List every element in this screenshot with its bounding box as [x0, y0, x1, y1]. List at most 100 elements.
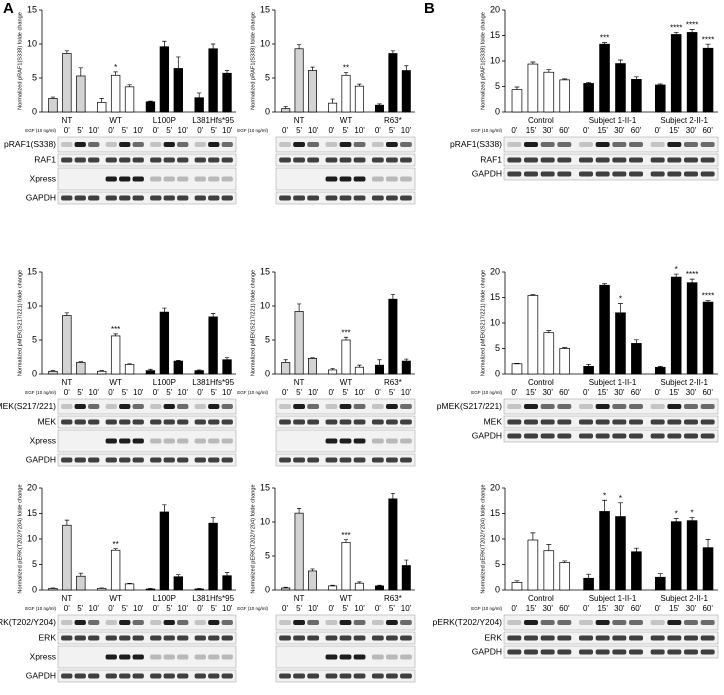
blot-band: [371, 620, 384, 625]
error-bar: [310, 66, 315, 71]
bar: [559, 348, 571, 375]
blot-band: [221, 419, 233, 425]
bar: [686, 520, 698, 591]
blot-band: [74, 157, 86, 163]
blot-band: [74, 404, 86, 409]
blot-band: [194, 654, 206, 660]
blot-band: [177, 142, 189, 147]
error-bar: [633, 547, 639, 552]
blot-band: [386, 419, 398, 425]
time-label: 15': [597, 604, 608, 613]
blot-band: [132, 654, 144, 660]
error-bar: [78, 361, 83, 363]
blot-frame: [57, 669, 237, 683]
blot-band: [612, 649, 627, 655]
blot-band: [150, 673, 162, 679]
blot-frame: [503, 153, 719, 167]
blot-band: [150, 157, 162, 163]
blot-band: [325, 635, 338, 641]
blot-band: [684, 142, 698, 147]
blot-band: [386, 176, 398, 182]
error-bar: [546, 330, 552, 333]
y-tick-label: 10: [490, 533, 500, 543]
blot-band: [132, 620, 144, 625]
bar: [173, 576, 183, 591]
blot-band: [540, 157, 555, 163]
significance: ****: [670, 24, 682, 33]
blot-band: [684, 171, 698, 177]
bar: [511, 89, 523, 113]
error-bar: [197, 92, 202, 98]
time-label: 10': [308, 126, 319, 135]
bar: [527, 295, 539, 375]
error-bar: [50, 370, 56, 372]
group-label: Control: [528, 378, 554, 387]
group-label: WT: [109, 594, 122, 603]
blot-row-label: pMEK(S217/221): [0, 401, 56, 411]
error-bar: [562, 560, 568, 563]
bar: [294, 48, 304, 113]
y-tick-label: 10: [27, 533, 37, 543]
blot-band: [221, 157, 233, 163]
blot-band: [74, 673, 86, 679]
bar: [599, 43, 610, 113]
significance: **: [113, 540, 119, 549]
blot-band: [194, 419, 206, 425]
y-tick-label: 20: [490, 482, 500, 492]
blot-band: [279, 457, 291, 463]
error-bar: [343, 539, 349, 543]
error-bar: [78, 67, 83, 76]
error-bar: [530, 532, 536, 541]
bar: [354, 582, 364, 591]
group-label: Control: [528, 116, 554, 125]
error-bar: [377, 359, 382, 366]
error-bar: [514, 580, 520, 583]
blot-band: [119, 157, 131, 163]
bar: [328, 102, 338, 113]
significance: ****: [686, 270, 698, 279]
blot-band: [132, 635, 144, 641]
blot-band: [557, 419, 572, 425]
blot-band: [177, 195, 189, 201]
y-tick-label: 5: [495, 81, 500, 91]
bar: [374, 364, 385, 375]
y-tick-label: 5: [495, 343, 500, 353]
blot-band: [132, 457, 144, 463]
blot-band: [177, 654, 189, 660]
y-tick-label: 20: [27, 482, 37, 492]
blot-band: [279, 142, 291, 147]
y-tick-label: 5: [32, 559, 37, 569]
blot-band: [700, 620, 715, 625]
bar: [281, 362, 291, 375]
time-label: 30': [686, 604, 697, 613]
blot-band: [150, 654, 162, 660]
time-label: 15': [669, 388, 680, 397]
bar: [341, 542, 351, 591]
error-bar: [673, 518, 679, 522]
blot-band: [105, 635, 117, 641]
group-label: NT: [294, 594, 305, 603]
blot-band: [221, 620, 233, 625]
time-label: 10': [133, 388, 144, 397]
blot-band: [650, 649, 665, 655]
blot-row-label: pERK(T202/Y204): [0, 617, 56, 627]
bar: [401, 70, 411, 113]
blot-band: [339, 457, 352, 463]
blot-band: [293, 157, 305, 163]
blot-band: [353, 157, 366, 163]
y-tick-label: 0: [265, 368, 270, 378]
blot-band: [400, 195, 412, 201]
error-bar: [689, 517, 695, 521]
bar: [173, 360, 183, 375]
blot-band: [629, 142, 643, 147]
blot-band: [325, 176, 338, 182]
blot-band: [339, 438, 352, 444]
blot-band: [132, 157, 144, 163]
bar: [307, 358, 318, 375]
bar: [583, 83, 594, 113]
blot-band: [650, 635, 665, 641]
blot-band: [279, 195, 291, 201]
time-label: 10': [308, 388, 319, 397]
significance: ***: [341, 531, 350, 540]
error-bar: [297, 303, 302, 312]
